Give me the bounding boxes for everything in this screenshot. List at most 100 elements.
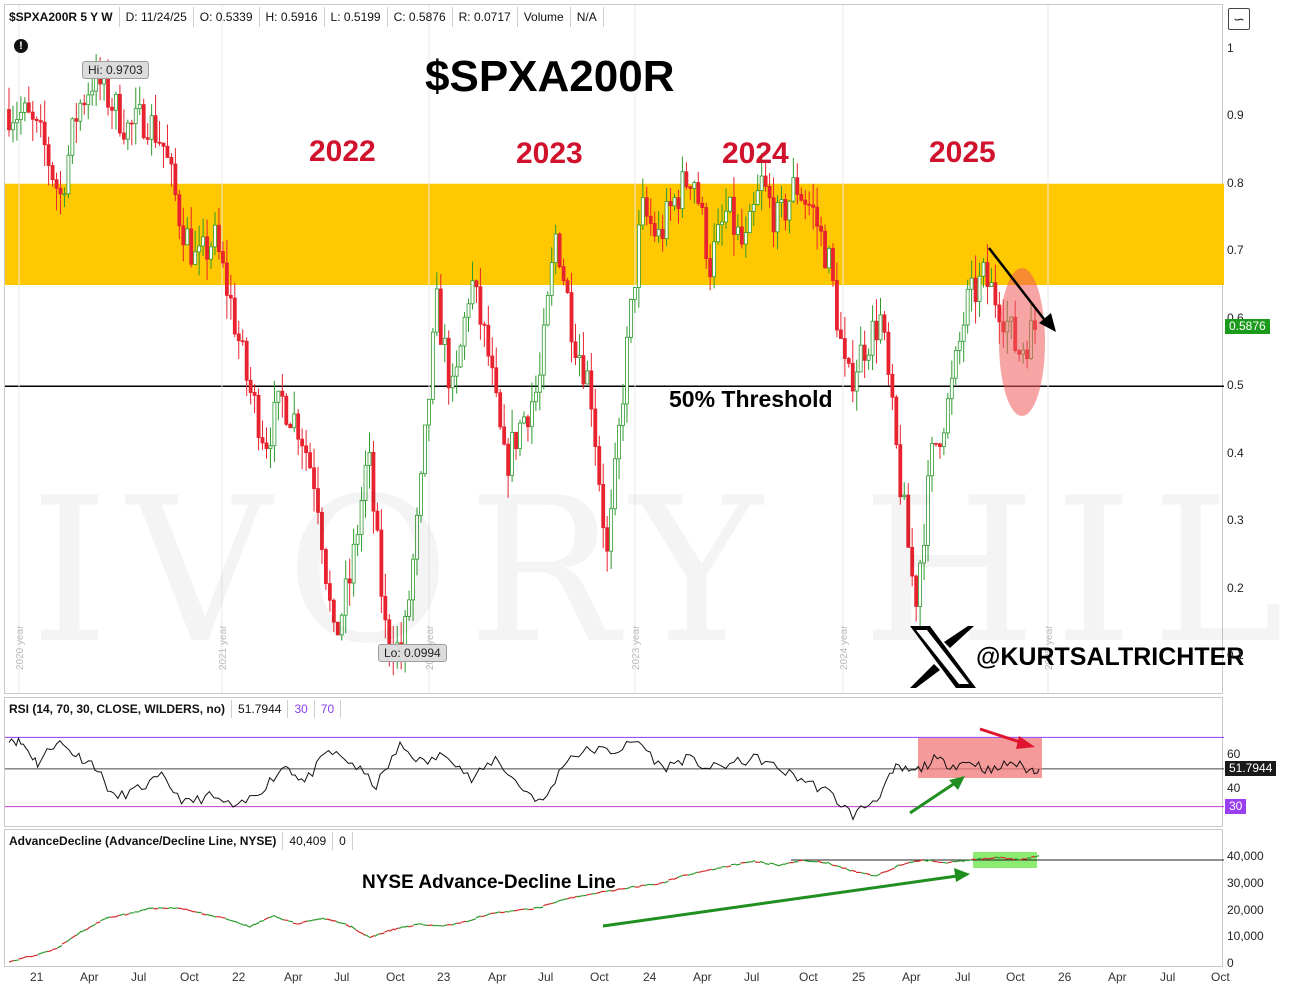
- ad-line-segment: [379, 932, 385, 935]
- candle-body: [121, 132, 126, 140]
- candle-body: [882, 314, 887, 333]
- candle-body: [343, 578, 348, 616]
- ad-line-segment: [56, 945, 63, 949]
- x-axis-tick: Apr: [488, 970, 507, 984]
- ad-line-segment: [726, 865, 732, 868]
- candle-body: [70, 118, 75, 156]
- ad-line-segment: [201, 913, 207, 916]
- ad-line-segment: [774, 863, 780, 867]
- x-axis-tick: Jul: [334, 970, 350, 984]
- candle-body: [201, 236, 206, 247]
- x-axis-tick: Oct: [799, 970, 818, 984]
- candle-body: [256, 395, 261, 438]
- candle-body: [169, 157, 174, 165]
- ad-line-segment: [47, 949, 53, 953]
- candle-body: [835, 280, 839, 331]
- candle-body: [961, 324, 966, 342]
- ad-line-segment: [918, 858, 924, 862]
- ad-line-segment: [23, 955, 29, 959]
- ad-line-segment: [259, 920, 265, 923]
- ad-line-segment: [124, 913, 130, 916]
- ad-line-segment: [509, 909, 515, 912]
- ad-line-segment: [1009, 857, 1016, 861]
- x-axis-tick: Apr: [80, 970, 99, 984]
- ad-line-segment: [244, 924, 250, 928]
- x-axis-tick: Oct: [1006, 970, 1025, 984]
- ad-line-segment: [596, 891, 602, 894]
- price-axis-tick: 0.8: [1227, 175, 1244, 190]
- ad-line-segment: [18, 957, 24, 960]
- candle-body: [415, 514, 419, 560]
- candle-body: [34, 118, 39, 121]
- candle-body: [898, 444, 903, 498]
- drawing-tool-icon[interactable]: ∽: [1228, 8, 1250, 30]
- ad-line-segment: [186, 909, 193, 912]
- close-label: C: 0.5876: [388, 7, 453, 27]
- candle-body: [276, 390, 281, 403]
- down-arrow-shaft: [988, 247, 1048, 324]
- candle-body: [858, 344, 863, 373]
- candle-body: [755, 190, 760, 205]
- candle-body: [827, 248, 831, 269]
- alert-icon[interactable]: !: [14, 39, 28, 53]
- ad-line-segment: [677, 874, 684, 878]
- rsi-panel[interactable]: RSI (14, 70, 30, CLOSE, WILDERS, no) 51.…: [4, 697, 1224, 827]
- ad-line-segment: [292, 922, 298, 925]
- down-arrow-head: [1039, 313, 1056, 332]
- candle-body: [696, 182, 701, 204]
- ad-line-segment: [615, 888, 621, 891]
- price-axis-tick: 0.9: [1227, 108, 1244, 123]
- ad-line-segment: [494, 911, 501, 914]
- ad-line-segment: [817, 860, 823, 864]
- candle-body: [474, 280, 479, 288]
- rsi-high: 70: [315, 700, 342, 718]
- candle-body: [549, 262, 554, 296]
- candle-body: [724, 210, 728, 223]
- candle-body: [514, 431, 518, 450]
- price-axis-tick: 1: [1227, 40, 1234, 55]
- candle-body: [22, 102, 27, 113]
- candle-body: [240, 340, 245, 343]
- candle-body: [640, 197, 645, 226]
- candle-body: [965, 288, 970, 326]
- ad-line-segment: [403, 925, 409, 928]
- ad-line-segment: [798, 859, 804, 862]
- ad-line-segment: [716, 867, 722, 869]
- year-marker-label: 2021 year: [218, 625, 229, 670]
- candle-body: [450, 375, 455, 389]
- ad-line-segment: [336, 921, 342, 924]
- ad-line-panel[interactable]: AdvanceDecline (Advance/Decline Line, NY…: [4, 829, 1224, 967]
- candle-body: [312, 467, 316, 489]
- ad-line-segment: [672, 876, 679, 881]
- ad-line-segment: [234, 920, 241, 925]
- lo-label: Lo: 0.0994: [378, 644, 447, 662]
- candle-body: [720, 221, 724, 226]
- candle-body: [739, 226, 744, 245]
- x-axis-tick: 21: [30, 970, 44, 984]
- price-axis-tick: 0.4: [1227, 445, 1244, 460]
- candle-body: [918, 562, 923, 607]
- rsi-line: [8, 736, 1040, 821]
- candle-body: [66, 154, 71, 195]
- ad-line-segment: [957, 860, 963, 862]
- candle-body: [985, 262, 990, 287]
- candle-body: [712, 241, 717, 278]
- candle-body: [581, 355, 586, 385]
- candle-body: [502, 426, 507, 445]
- last-price-tag: 0.5876: [1225, 319, 1270, 335]
- ad-line-segment: [220, 916, 226, 919]
- symbol-label[interactable]: $SPXA200R 5 Y W: [7, 7, 120, 27]
- candle-body: [621, 403, 625, 426]
- candle-body: [791, 177, 796, 202]
- candle-body: [173, 163, 178, 196]
- volume-value: N/A: [571, 7, 604, 27]
- candle-body: [831, 248, 835, 281]
- candle-body: [945, 398, 950, 434]
- ad-line-segment: [730, 863, 736, 866]
- candle-body: [359, 500, 364, 535]
- ad-line-segment: [514, 909, 520, 912]
- candle-body: [953, 349, 958, 379]
- ad-line-segment: [32, 954, 39, 957]
- candle-body: [466, 303, 471, 318]
